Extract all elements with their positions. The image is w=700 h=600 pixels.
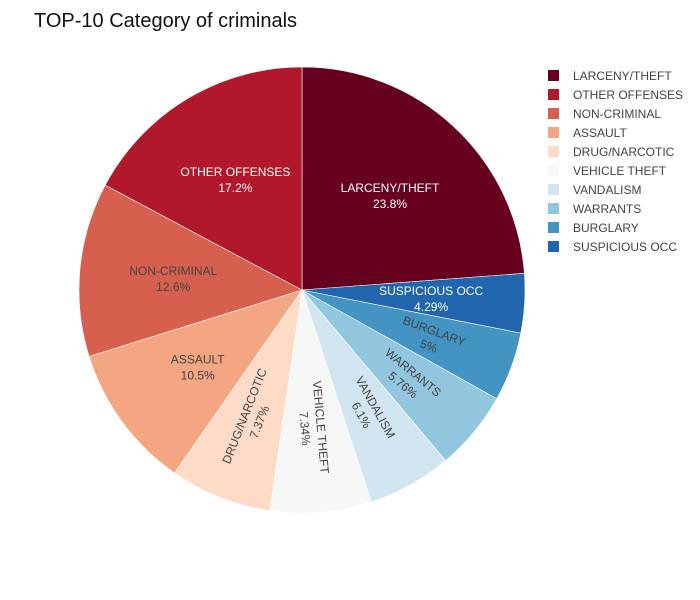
legend-swatch xyxy=(548,165,559,176)
pie-slices xyxy=(78,66,526,514)
legend-swatch xyxy=(548,146,559,157)
slice-label-percent: 4.29% xyxy=(414,300,448,314)
pie-slice-other-offenses[interactable] xyxy=(104,66,303,291)
legend-item[interactable]: LARCENY/THEFT xyxy=(548,66,683,85)
legend-swatch xyxy=(548,70,559,81)
legend-label: LARCENY/THEFT xyxy=(573,68,672,83)
legend-swatch xyxy=(548,203,559,214)
legend-item[interactable]: WARRANTS xyxy=(548,199,683,218)
pie-slice-larceny-theft[interactable] xyxy=(301,66,525,291)
pie-slice-vehicle-theft[interactable] xyxy=(269,289,372,514)
pie-slice-drug-narcotic[interactable] xyxy=(174,289,303,511)
slice-label-name: SUSPICIOUS OCC xyxy=(379,284,483,298)
slice-label: NON-CRIMINAL 12.6% xyxy=(129,264,217,294)
chart-title: TOP-10 Category of criminals xyxy=(34,10,298,32)
slice-label: SUSPICIOUS OCC 4.29% xyxy=(379,284,483,314)
pie-slice-non-criminal[interactable] xyxy=(78,184,303,357)
slice-label-percent: 7.34% xyxy=(296,411,313,446)
legend-item[interactable]: BURGLARY xyxy=(548,218,683,237)
legend-label: OTHER OFFENSES xyxy=(573,87,684,102)
slice-label: LARCENY/THEFT 23.8% xyxy=(341,181,440,211)
legend-swatch xyxy=(548,89,559,100)
slice-label-name: NON-CRIMINAL xyxy=(129,264,217,278)
legend-item[interactable]: VANDALISM xyxy=(548,180,683,199)
legend-item[interactable]: OTHER OFFENSES xyxy=(548,85,683,104)
slice-label: ASSAULT 10.5% xyxy=(171,352,225,382)
pie-slice-assault[interactable] xyxy=(88,289,303,474)
legend-item[interactable]: NON-CRIMINAL xyxy=(548,104,683,123)
legend-label: BURGLARY xyxy=(573,220,639,235)
legend-item[interactable]: VEHICLE THEFT xyxy=(548,161,683,180)
legend-label: WARRANTS xyxy=(573,201,642,216)
legend: LARCENY/THEFT OTHER OFFENSES NON-CRIMINA… xyxy=(548,66,683,256)
slice-label-percent: 17.2% xyxy=(218,181,252,195)
legend-label: NON-CRIMINAL xyxy=(573,106,662,121)
legend-swatch xyxy=(548,184,559,195)
legend-swatch xyxy=(548,222,559,233)
legend-label: VEHICLE THEFT xyxy=(573,163,667,178)
legend-swatch xyxy=(548,241,559,252)
slice-label-name: OTHER OFFENSES xyxy=(180,165,290,179)
legend-item[interactable]: ASSAULT xyxy=(548,123,683,142)
legend-label: VANDALISM xyxy=(573,182,642,197)
legend-item[interactable]: SUSPICIOUS OCC xyxy=(548,237,683,256)
legend-swatch xyxy=(548,127,559,138)
legend-swatch xyxy=(548,108,559,119)
slice-label-percent: 10.5% xyxy=(181,368,215,382)
slice-label-percent: 5% xyxy=(418,337,439,356)
legend-label: ASSAULT xyxy=(573,125,627,140)
slice-label-name: LARCENY/THEFT xyxy=(341,181,440,195)
legend-label: SUSPICIOUS OCC xyxy=(573,239,678,254)
legend-item[interactable]: DRUG/NARCOTIC xyxy=(548,142,683,161)
slice-label: OTHER OFFENSES 17.2% xyxy=(180,165,290,195)
legend-label: DRUG/NARCOTIC xyxy=(573,144,675,159)
slice-label-percent: 23.8% xyxy=(373,197,407,211)
slice-label-percent: 12.6% xyxy=(156,280,190,294)
slice-label-name: ASSAULT xyxy=(171,352,225,366)
